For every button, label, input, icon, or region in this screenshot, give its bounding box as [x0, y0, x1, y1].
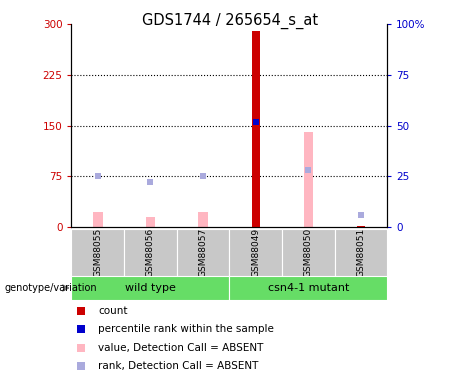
- Point: [77, 363, 85, 369]
- Text: value, Detection Call = ABSENT: value, Detection Call = ABSENT: [98, 343, 263, 352]
- Bar: [282, 229, 335, 276]
- Text: GSM88049: GSM88049: [251, 228, 260, 277]
- Bar: [229, 276, 387, 300]
- Point: [77, 326, 85, 332]
- Text: rank, Detection Call = ABSENT: rank, Detection Call = ABSENT: [98, 361, 258, 371]
- Text: GDS1744 / 265654_s_at: GDS1744 / 265654_s_at: [142, 12, 319, 28]
- Text: GSM88057: GSM88057: [199, 228, 207, 277]
- Bar: [335, 229, 387, 276]
- Bar: [357, 225, 365, 227]
- Bar: [71, 229, 124, 276]
- Text: GSM88051: GSM88051: [356, 228, 366, 277]
- Bar: [93, 212, 102, 227]
- Bar: [146, 217, 155, 227]
- Text: GSM88056: GSM88056: [146, 228, 155, 277]
- Text: percentile rank within the sample: percentile rank within the sample: [98, 324, 274, 334]
- Bar: [177, 229, 229, 276]
- Bar: [71, 276, 230, 300]
- Point: [357, 212, 365, 218]
- Bar: [124, 229, 177, 276]
- Bar: [303, 132, 313, 227]
- Point: [305, 167, 312, 173]
- Point: [147, 179, 154, 185]
- Bar: [198, 212, 208, 227]
- Point: [77, 308, 85, 314]
- Text: csn4-1 mutant: csn4-1 mutant: [267, 283, 349, 293]
- Point: [252, 118, 260, 124]
- Text: count: count: [98, 306, 127, 316]
- Text: genotype/variation: genotype/variation: [5, 283, 97, 293]
- Point: [94, 173, 101, 179]
- Bar: [229, 229, 282, 276]
- Text: GSM88050: GSM88050: [304, 228, 313, 277]
- Point: [77, 345, 85, 351]
- Point: [199, 173, 207, 179]
- Text: wild type: wild type: [125, 283, 176, 293]
- Bar: [252, 31, 260, 227]
- Text: GSM88055: GSM88055: [93, 228, 102, 277]
